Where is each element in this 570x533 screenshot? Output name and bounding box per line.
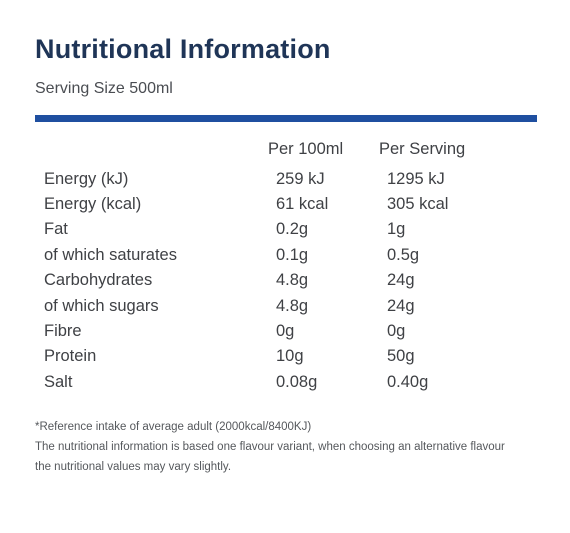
disclaimer-line-2: the nutritional values may vary slightly… bbox=[35, 461, 232, 473]
value-per-serving: 305 kcal bbox=[387, 195, 449, 213]
value-per-serving: 50g bbox=[387, 347, 415, 365]
value-per-serving: 24g bbox=[387, 271, 415, 289]
value-per-serving: 0.40g bbox=[387, 373, 429, 391]
value-per-100ml: 259 kJ bbox=[276, 170, 325, 188]
nutrient-name: of which sugars bbox=[44, 297, 159, 315]
value-per-100ml: 0.1g bbox=[276, 246, 309, 264]
nutrient-name: of which saturates bbox=[44, 246, 177, 264]
nutrient-name: Carbohydrates bbox=[44, 271, 153, 289]
value-per-serving: 0g bbox=[387, 322, 406, 340]
value-per-100ml: 0.2g bbox=[276, 220, 309, 238]
column-header-per-serving: Per Serving bbox=[379, 140, 466, 158]
reference-intake-note: *Reference intake of average adult (2000… bbox=[35, 421, 312, 433]
nutrient-name: Energy (kJ) bbox=[44, 170, 129, 188]
nutrient-name: Protein bbox=[44, 347, 97, 365]
nutrient-name: Salt bbox=[44, 373, 73, 391]
table-row: Energy (kcal) 61 kcal 305 kcal bbox=[0, 195, 570, 220]
value-per-100ml: 4.8g bbox=[276, 297, 309, 315]
table-row: Carbohydrates 4.8g 24g bbox=[0, 271, 570, 296]
value-per-serving: 24g bbox=[387, 297, 415, 315]
nutrient-name: Energy (kcal) bbox=[44, 195, 142, 213]
value-per-serving: 0.5g bbox=[387, 246, 420, 264]
table-row: Energy (kJ) 259 kJ 1295 kJ bbox=[0, 170, 570, 195]
table-row: Protein 10g 50g bbox=[0, 347, 570, 372]
value-per-serving: 1g bbox=[387, 220, 406, 238]
page-title: Nutritional Information bbox=[35, 34, 331, 64]
column-header-per-100ml: Per 100ml bbox=[268, 140, 344, 158]
nutrient-name: Fibre bbox=[44, 322, 82, 340]
table-row: Fibre 0g 0g bbox=[0, 322, 570, 347]
serving-size: Serving Size 500ml bbox=[35, 80, 173, 97]
divider bbox=[35, 115, 537, 122]
value-per-100ml: 10g bbox=[276, 347, 304, 365]
table-row: Salt 0.08g 0.40g bbox=[0, 373, 570, 398]
value-per-100ml: 61 kcal bbox=[276, 195, 329, 213]
table-row: Fat 0.2g 1g bbox=[0, 220, 570, 245]
value-per-100ml: 0.08g bbox=[276, 373, 318, 391]
value-per-100ml: 4.8g bbox=[276, 271, 309, 289]
disclaimer-line-1: The nutritional information is based one… bbox=[35, 441, 505, 453]
table-row: of which saturates 0.1g 0.5g bbox=[0, 246, 570, 271]
table-row: of which sugars 4.8g 24g bbox=[0, 297, 570, 322]
value-per-100ml: 0g bbox=[276, 322, 295, 340]
nutrient-name: Fat bbox=[44, 220, 68, 238]
value-per-serving: 1295 kJ bbox=[387, 170, 445, 188]
